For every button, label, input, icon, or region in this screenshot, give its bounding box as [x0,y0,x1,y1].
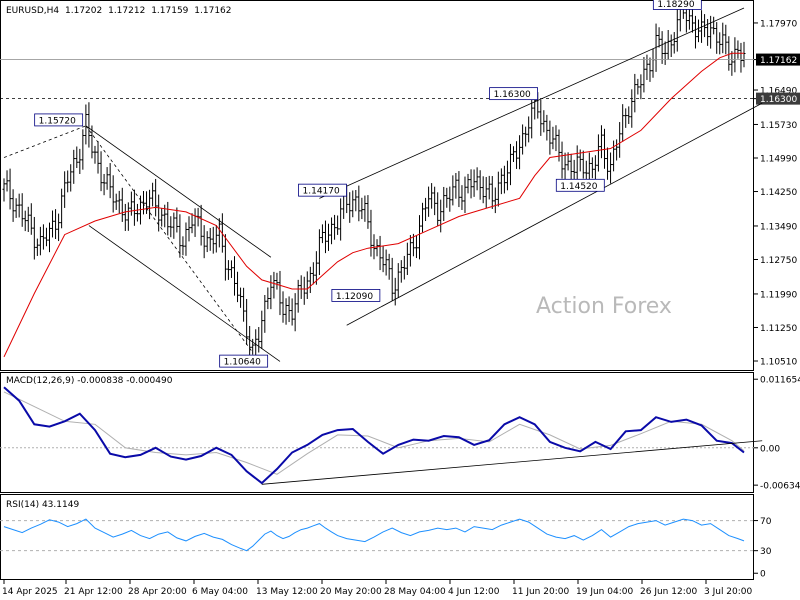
time-axis: 14 Apr 2025 21 Apr 12:00 28 Apr 20:00 6 May… [2,580,753,597]
price-tick-label-6: 1.14250 [760,188,797,198]
channel-line-1 [85,125,272,258]
price-tick-label-4: 1.15730 [760,121,797,131]
price-tick-label-8: 1.12750 [760,256,797,266]
swing-label-box-0 [34,113,84,127]
level-price-box [756,92,800,105]
symbol-timeframe: EURUSD,H4 [6,6,59,16]
level-price-label: 1.16300 [760,95,797,105]
swing-label-5: 1.14520 [560,182,597,192]
macd-line [3,386,745,485]
low-value: 1.17159 [151,6,188,16]
time-tick-label-8: 11 Jun 20:00 [512,587,569,597]
macd-trendline [261,440,763,485]
high-value: 1.17212 [108,6,145,16]
open-value: 1.17202 [65,6,102,16]
watermark-text: Action Forex [536,294,672,319]
channel-line-2 [88,225,281,362]
swing-label-0: 1.15720 [39,116,76,126]
swing-labels: 1.15720 1.10640 1.14170 1.12090 1.16300 1.145… [34,0,702,368]
macd-signal-line [3,391,745,475]
current-price-box [756,53,800,66]
time-tick-label-9: 19 Jun 04:00 [576,587,633,597]
price-series [2,0,746,360]
chart-header: EURUSD,H4 1.17202 1.17212 1.17159 1.1716… [6,6,232,16]
time-tick-label-2: 28 Apr 20:00 [128,587,187,597]
time-tick-label-10: 26 Jun 12:00 [640,587,697,597]
rsi-title: RSI(14) 43.1149 [6,500,79,510]
price-tick-label-0: 1.17970 [760,19,797,29]
rsi-panel [0,494,754,580]
time-tick-label-0: 14 Apr 2025 [2,587,58,597]
macd-series: 0.011654 0.00 -0.006345 [0,376,800,492]
price-overlays [0,7,763,362]
channel-line-4 [319,7,745,199]
price-tick-label-2: 1.16490 [760,87,797,97]
swing-label-6: 1.18290 [657,0,694,10]
price-tick-label-11: 1.10510 [760,358,797,368]
swing-label-4: 1.16300 [494,90,531,100]
macd-tick-label-1: 0.00 [760,444,780,454]
time-tick-label-11: 3 Jul 20:00 [704,587,753,597]
price-tick-label-9: 1.11990 [760,290,797,300]
price-tick-label-5: 1.14990 [760,154,797,164]
swing-label-1: 1.10640 [224,358,261,368]
price-tick-label-7: 1.13490 [760,222,797,232]
time-tick-label-7: 4 Jun 12:00 [448,587,500,597]
rsi-tick-label-1: 30 [760,547,772,557]
swing-label-box-3 [331,289,381,302]
macd-tick-label-0: 0.011654 [760,376,800,386]
swing-label-box-5 [555,178,605,192]
rsi-tick-label-2: 0 [760,570,766,580]
rsi-tick-label-0: 70 [760,517,772,527]
channel-line-5 [346,102,763,326]
time-tick-label-5: 20 May 20:00 [320,587,382,597]
time-tick-label-6: 28 May 04:00 [384,587,446,597]
rsi-series: 70 30 0 [0,517,772,580]
channel-line-0 [3,125,87,158]
channel-line-3 [85,125,254,353]
time-tick-label-1: 21 Apr 12:00 [64,587,123,597]
swing-label-3: 1.12090 [336,292,373,302]
macd-title: MACD(12,26,9) -0.000838 -0.000490 [6,376,173,386]
macd-tick-label-2: -0.006345 [760,482,800,492]
time-tick-label-3: 6 May 04:00 [192,587,248,597]
price-tick-label-10: 1.11250 [760,324,797,334]
rsi-line [3,518,745,552]
current-price-label: 1.17162 [760,56,797,66]
swing-label-box-1 [219,354,269,368]
time-tick-label-4: 13 May 12:00 [256,587,318,597]
swing-label-2: 1.14170 [303,187,340,197]
macd-panel [0,372,754,493]
swing-label-box-4 [489,87,538,101]
swing-label-box-2 [298,183,347,197]
close-value: 1.17162 [194,6,231,16]
sma-line [3,52,744,358]
swing-label-box-6 [652,0,702,10]
